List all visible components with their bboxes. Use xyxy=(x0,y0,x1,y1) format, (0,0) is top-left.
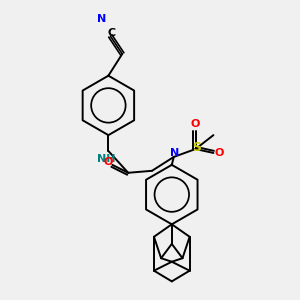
Text: O: O xyxy=(191,119,200,129)
Text: NH: NH xyxy=(97,154,116,164)
Text: C: C xyxy=(107,28,116,38)
Text: S: S xyxy=(192,140,201,154)
Text: O: O xyxy=(104,157,113,167)
Text: N: N xyxy=(97,14,106,24)
Text: O: O xyxy=(215,148,224,158)
Text: N: N xyxy=(170,148,179,158)
